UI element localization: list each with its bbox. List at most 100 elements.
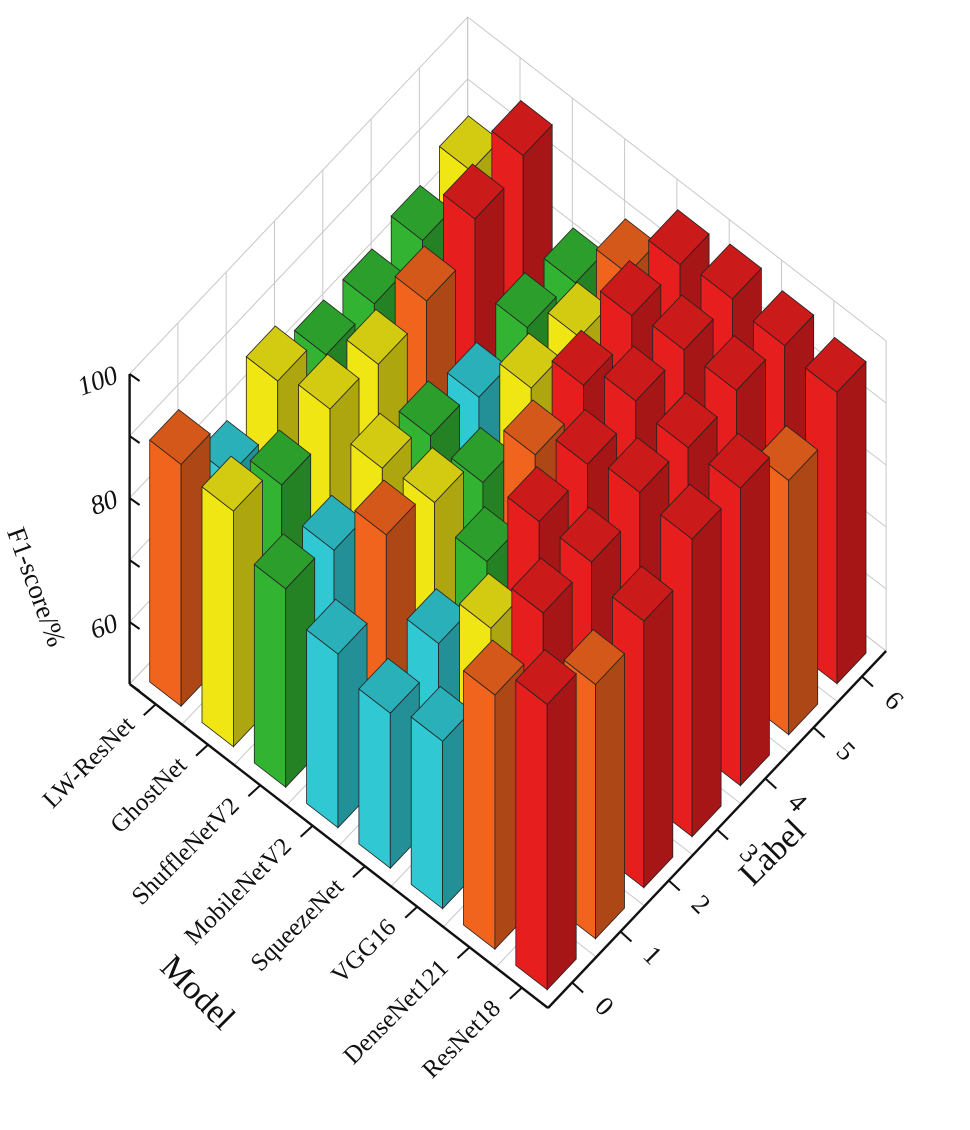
bar-face bbox=[253, 563, 287, 789]
x-tick bbox=[143, 703, 157, 716]
bar-face bbox=[499, 332, 561, 389]
bars-layer bbox=[149, 100, 867, 991]
bar-face bbox=[511, 557, 573, 614]
bar-face bbox=[836, 360, 867, 685]
bar-lw-resnet-label-0 bbox=[149, 408, 211, 708]
bar-face bbox=[491, 100, 553, 157]
x-tick-label: GhostNet bbox=[105, 752, 192, 839]
bar-face bbox=[555, 408, 618, 465]
bar-ghostnet-label-0 bbox=[201, 455, 263, 748]
bar-face bbox=[563, 629, 626, 686]
z-tick-label: 100 bbox=[73, 359, 122, 401]
z-axis-title: F1-score/% bbox=[1, 523, 72, 650]
bar-squeezenet-label-0 bbox=[358, 657, 420, 870]
bar-face bbox=[595, 652, 625, 940]
bar-face bbox=[495, 272, 557, 329]
bar-face bbox=[450, 427, 513, 484]
x-tick bbox=[247, 784, 262, 797]
bar-face bbox=[704, 334, 766, 391]
z-tick bbox=[129, 683, 141, 692]
x-tick-label: VGG16 bbox=[326, 914, 401, 989]
bar-face bbox=[201, 455, 263, 512]
bar-face bbox=[611, 565, 674, 622]
y-tick bbox=[716, 828, 729, 841]
bar-face bbox=[410, 685, 473, 742]
bar-shufflenetv2-label-0 bbox=[253, 533, 316, 789]
bar-face bbox=[462, 639, 525, 696]
bar-face bbox=[656, 392, 718, 449]
bar-face bbox=[752, 290, 815, 347]
bar-face bbox=[302, 494, 364, 551]
y-tick bbox=[861, 675, 874, 688]
y-tick-label: 2 bbox=[686, 889, 717, 920]
x-axis-line bbox=[128, 683, 549, 1009]
bar-face bbox=[306, 598, 368, 655]
x-tick bbox=[509, 987, 523, 1000]
x-axis-title: Model bbox=[153, 948, 242, 1037]
bar-face bbox=[390, 184, 453, 241]
bar-face bbox=[438, 115, 501, 172]
bar-face bbox=[599, 260, 662, 317]
bar-face bbox=[402, 447, 465, 504]
y-tick-label: 1 bbox=[637, 940, 668, 971]
bar-face bbox=[406, 588, 469, 645]
z-tick-label: 80 bbox=[86, 483, 122, 521]
bar-face bbox=[643, 589, 674, 889]
z-tick bbox=[129, 497, 141, 506]
bar-face bbox=[249, 429, 312, 486]
x-tick bbox=[456, 946, 471, 959]
x-tick bbox=[352, 865, 366, 878]
bar-face bbox=[354, 479, 416, 536]
bar-face bbox=[201, 485, 234, 748]
bar-face bbox=[294, 299, 356, 356]
bar-face bbox=[306, 628, 339, 829]
bar-face bbox=[253, 533, 316, 590]
bar-face bbox=[394, 245, 457, 302]
bar-face bbox=[503, 399, 565, 456]
y-tick bbox=[668, 879, 681, 892]
bar-face bbox=[788, 448, 819, 736]
x-tick-label: ResNet18 bbox=[417, 995, 506, 1084]
bar-face bbox=[607, 436, 670, 493]
bar-face bbox=[507, 466, 569, 523]
y-tick bbox=[812, 726, 826, 739]
z-tick bbox=[129, 435, 141, 444]
y-tick-label: 6 bbox=[879, 685, 910, 716]
bar-face bbox=[442, 163, 505, 220]
z-tick bbox=[129, 373, 141, 382]
bar-face bbox=[458, 572, 521, 629]
bar-face bbox=[691, 507, 722, 838]
bar-face bbox=[660, 483, 722, 540]
bar-face bbox=[603, 345, 666, 402]
y-tick bbox=[619, 930, 633, 943]
bar-face bbox=[454, 506, 517, 563]
bar-face bbox=[547, 281, 610, 338]
bar-face bbox=[350, 412, 412, 469]
bar-face bbox=[398, 380, 461, 437]
bar-face bbox=[652, 294, 714, 351]
y-tick-label: 0 bbox=[589, 991, 620, 1022]
z-tick-label: 60 bbox=[86, 607, 122, 645]
bar-face bbox=[700, 243, 762, 300]
bar-face bbox=[648, 209, 710, 266]
bar-face bbox=[446, 341, 509, 398]
y-tick bbox=[764, 777, 778, 790]
axes-layer bbox=[128, 373, 887, 1009]
bar-face bbox=[149, 439, 182, 708]
bar-face bbox=[298, 353, 360, 410]
x-tick-label: LW-ResNet bbox=[38, 711, 140, 813]
bar-face bbox=[358, 688, 391, 870]
bar-face bbox=[515, 679, 548, 991]
z-tick bbox=[129, 559, 141, 568]
y-tick bbox=[571, 981, 584, 994]
grid-line bbox=[129, 16, 887, 375]
bar-face bbox=[463, 669, 496, 951]
bar-face bbox=[515, 649, 577, 706]
bar-densenet121-label-0 bbox=[462, 639, 525, 951]
bar-resnet18-label-6 bbox=[805, 336, 867, 685]
z-tick bbox=[129, 621, 141, 630]
bar-face bbox=[245, 325, 308, 382]
bar-face bbox=[546, 672, 577, 991]
